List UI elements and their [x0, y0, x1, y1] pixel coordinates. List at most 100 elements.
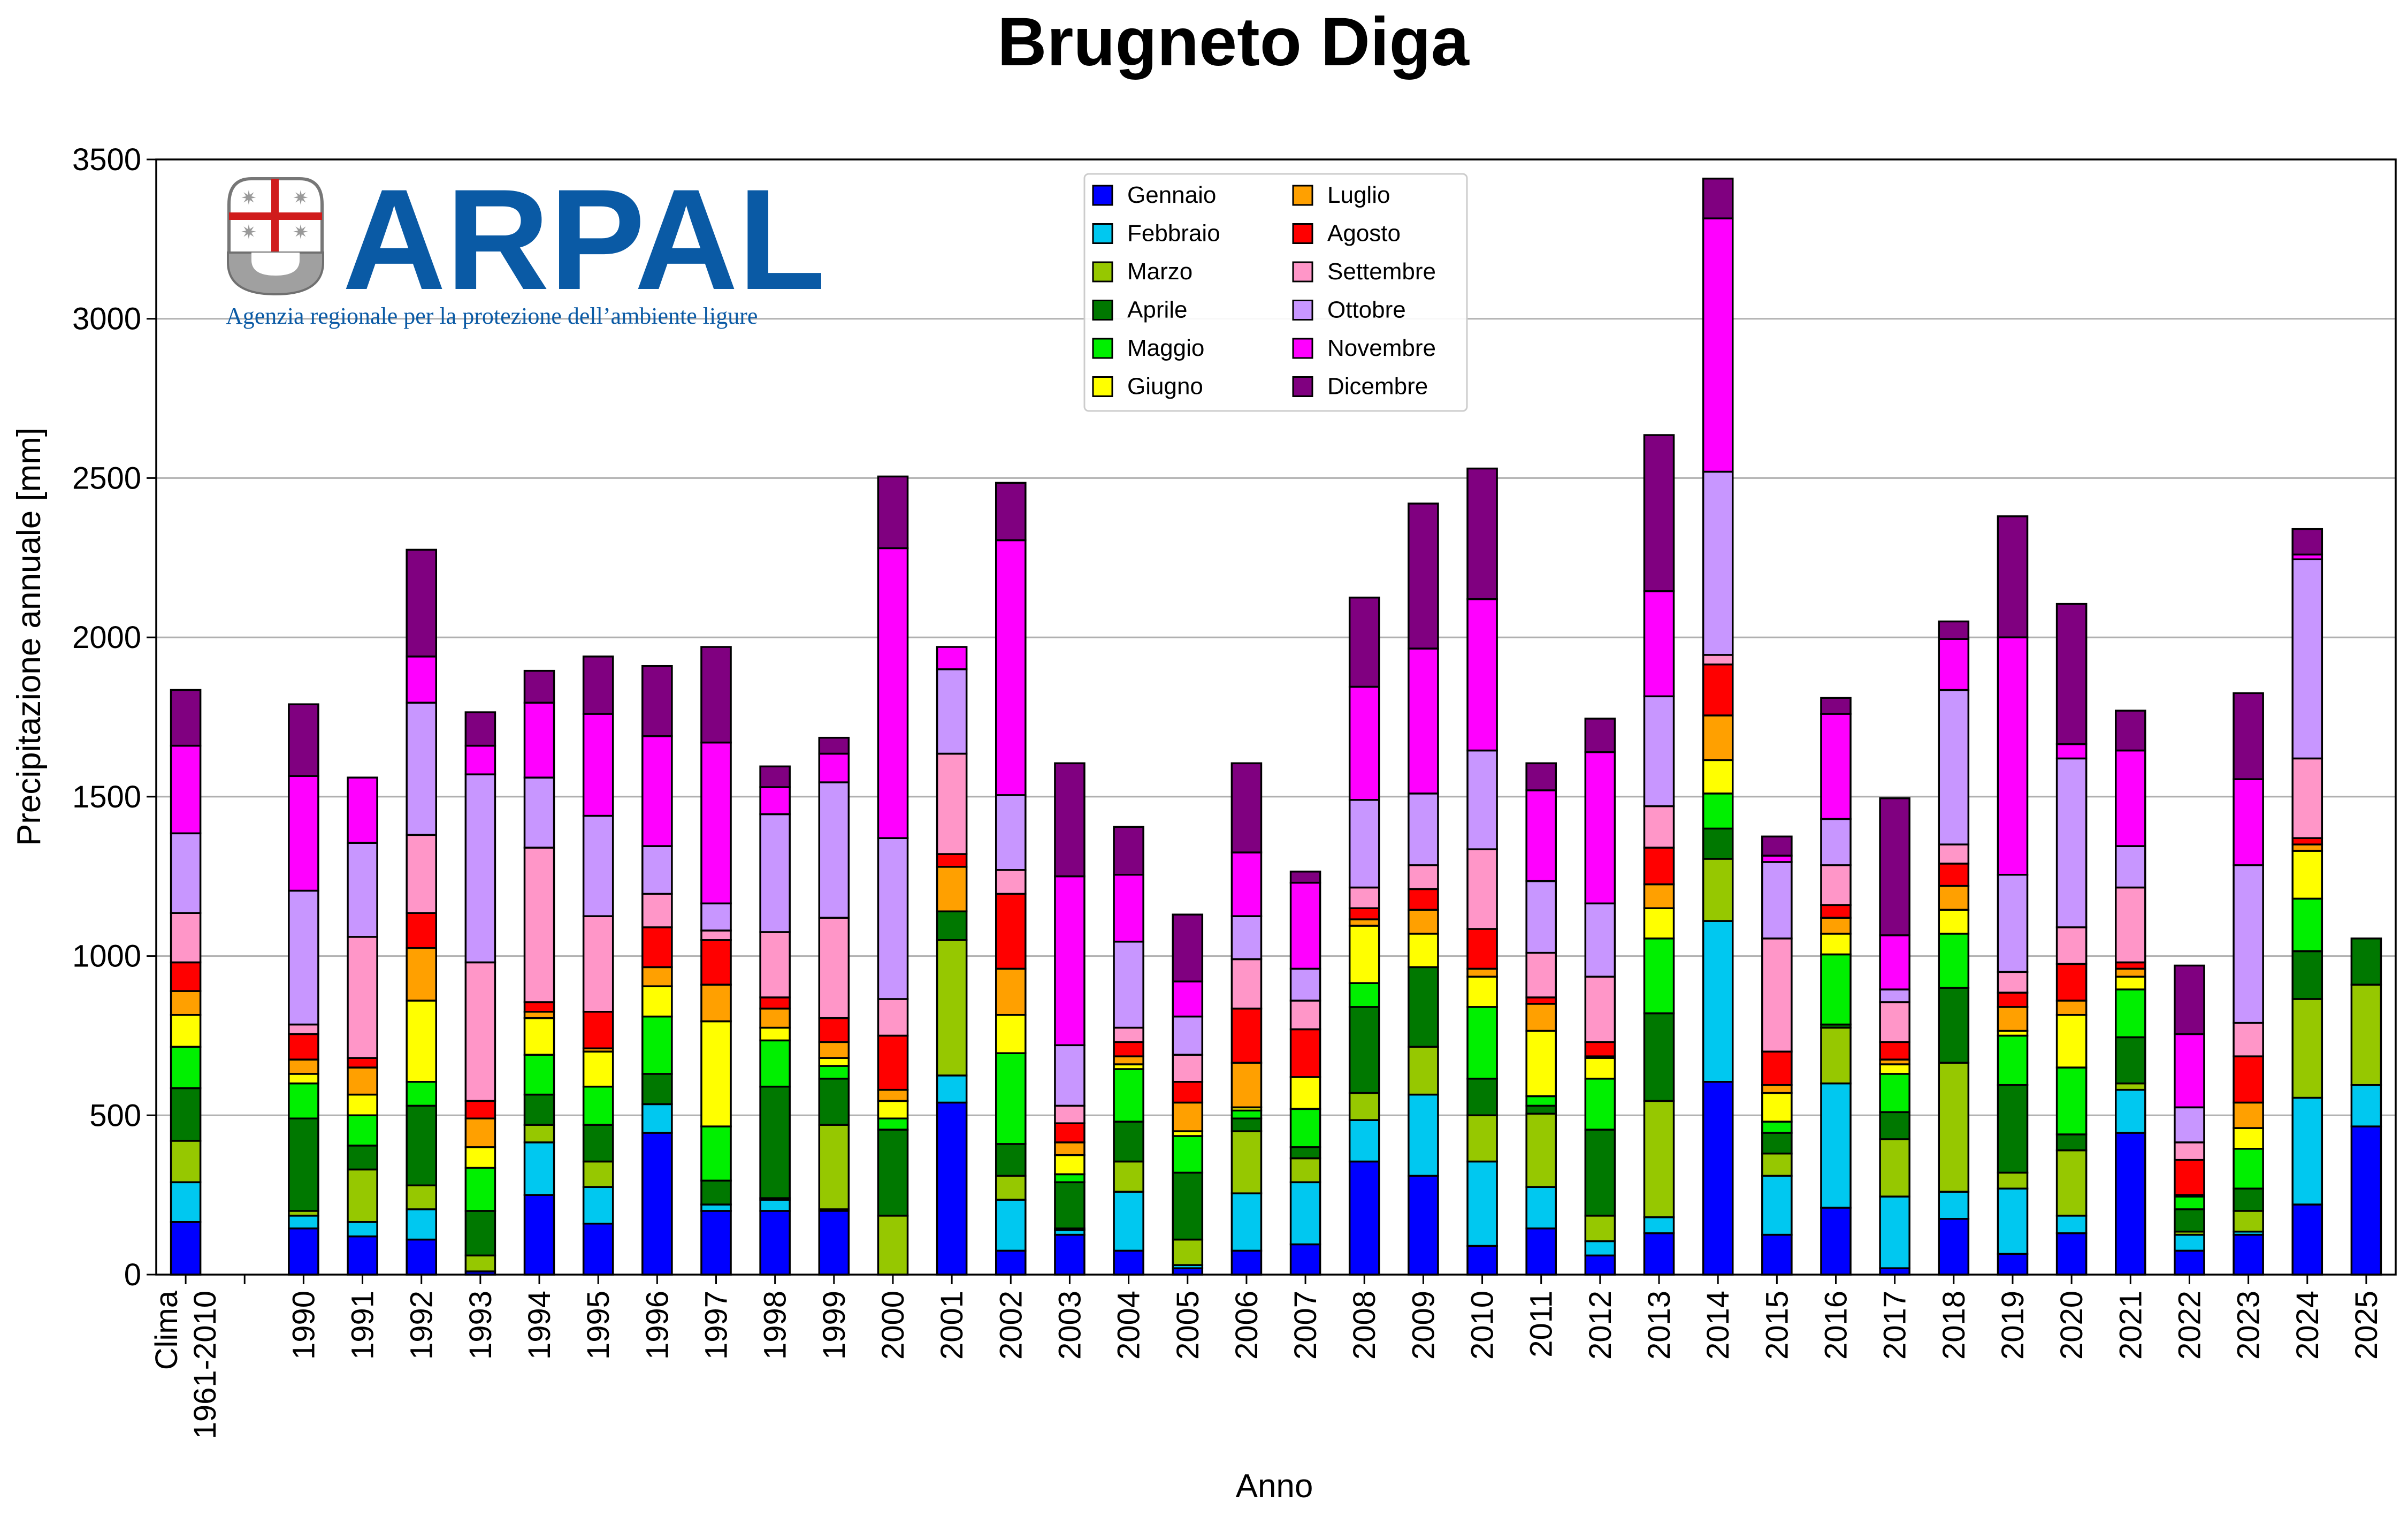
bar-segment [1820, 904, 1852, 919]
bar-segment [1289, 1000, 1321, 1031]
plot-frame [155, 158, 2397, 1276]
legend-label: Settembre [1327, 258, 1436, 285]
bar-segment [2291, 528, 2323, 556]
bar-segment [995, 893, 1027, 970]
x-tick-label: 2019 [1996, 1291, 2030, 1360]
bar-stack [1230, 762, 1263, 1276]
legend-label: Novembre [1327, 335, 1436, 361]
y-axis-label: Precipitazione annuale [mm] [11, 428, 48, 846]
bar-segment [1879, 1267, 1910, 1276]
bar-segment [700, 929, 732, 941]
bar-segment [641, 735, 673, 847]
bar-segment [1466, 1078, 1498, 1117]
bar-segment [1820, 1207, 1852, 1276]
legend-item: Aprile [1092, 297, 1188, 323]
legend-item: Giugno [1092, 373, 1203, 400]
x-tick-label: 1999 [817, 1291, 852, 1360]
bar-segment [288, 703, 319, 777]
bar-segment [641, 845, 673, 895]
bar-segment [1997, 971, 2029, 994]
bar-segment [818, 1124, 850, 1210]
bar-segment [1525, 789, 1557, 882]
bar-segment [1879, 988, 1910, 1003]
bar-segment [1408, 502, 1439, 650]
bar-stack [877, 475, 909, 1276]
x-axis-label: Anno [1236, 1468, 1313, 1505]
y-tick-label: 2000 [72, 620, 141, 655]
bar-segment [818, 1057, 850, 1067]
legend-swatch [1092, 376, 1113, 397]
bar-segment [1054, 1141, 1085, 1156]
x-tick-label: 1994 [522, 1291, 557, 1360]
bar-segment [1938, 1191, 1970, 1220]
x-tick-label: 2007 [1288, 1291, 1323, 1360]
bar-segment [1997, 873, 2029, 973]
bar-segment [1525, 1112, 1557, 1188]
bar-segment [1525, 880, 1557, 954]
bar-segment [877, 1088, 909, 1102]
bar-segment [1761, 855, 1793, 863]
bar-segment [464, 1117, 496, 1148]
bar-segment [700, 1020, 732, 1127]
bar-segment [2174, 1033, 2205, 1109]
bar-segment [406, 1184, 438, 1210]
bar-segment [936, 646, 968, 670]
bar-segment [1702, 792, 1734, 830]
y-tick-label: 500 [89, 1098, 141, 1133]
bars [170, 177, 2382, 1276]
bar-segment [877, 998, 909, 1037]
bar-segment [1466, 975, 1498, 1008]
bar-segment [1289, 881, 1321, 970]
bar-stack [288, 703, 319, 1276]
bar-segment [1643, 883, 1675, 910]
legend-label: Aprile [1127, 297, 1188, 323]
bar-segment [347, 936, 378, 1059]
bar-segment [641, 985, 673, 1018]
bar-stack [818, 736, 850, 1276]
bar-segment [2174, 1141, 2205, 1161]
bar-segment [288, 1082, 319, 1119]
bar-segment [818, 1041, 850, 1059]
legend-swatch [1092, 300, 1113, 321]
bar-segment [1408, 933, 1439, 969]
bar-segment [2233, 1210, 2264, 1233]
bar-segment [1643, 1012, 1675, 1102]
y-tick-label: 3500 [72, 142, 141, 177]
bar-segment [818, 1210, 850, 1276]
bar-segment [288, 1058, 319, 1075]
bar-segment [2233, 1101, 2264, 1129]
bar-segment [1525, 1227, 1557, 1276]
bar-segment [1938, 620, 1970, 640]
bar-segment [170, 832, 202, 914]
bar-segment [1408, 1093, 1439, 1177]
bar-stack [1408, 502, 1439, 1276]
bar-segment [1113, 1068, 1144, 1123]
bar-segment [464, 711, 496, 747]
bar-segment [582, 814, 614, 917]
arpal-logo-subtitle: Agenzia regionale per la protezione dell… [226, 303, 758, 329]
bar-segment [700, 1210, 732, 1276]
bar-segment [1054, 1181, 1085, 1230]
bar-segment [1879, 1041, 1910, 1061]
bar-segment [1230, 1117, 1263, 1132]
bar-segment [1761, 1050, 1793, 1086]
legend-frame [1083, 173, 1468, 412]
bar-segment [700, 902, 732, 932]
bar-segment [406, 1000, 438, 1083]
bar-segment [2291, 897, 2323, 952]
bar-segment [936, 853, 968, 868]
bar-segment [2115, 967, 2146, 978]
bar-segment [347, 1168, 378, 1223]
bar-segment [1054, 1044, 1085, 1107]
x-tick-label: 2014 [1701, 1291, 1736, 1360]
bar-segment [170, 744, 202, 835]
bar-segment [523, 1194, 555, 1276]
bar-segment [1230, 851, 1263, 917]
x-tick-label: 2022 [2172, 1291, 2207, 1360]
bar-segment [759, 786, 791, 815]
bar-segment [523, 1093, 555, 1126]
bar-stack [1113, 826, 1144, 1276]
bar-segment [700, 646, 732, 744]
legend-label: Dicembre [1327, 373, 1428, 400]
